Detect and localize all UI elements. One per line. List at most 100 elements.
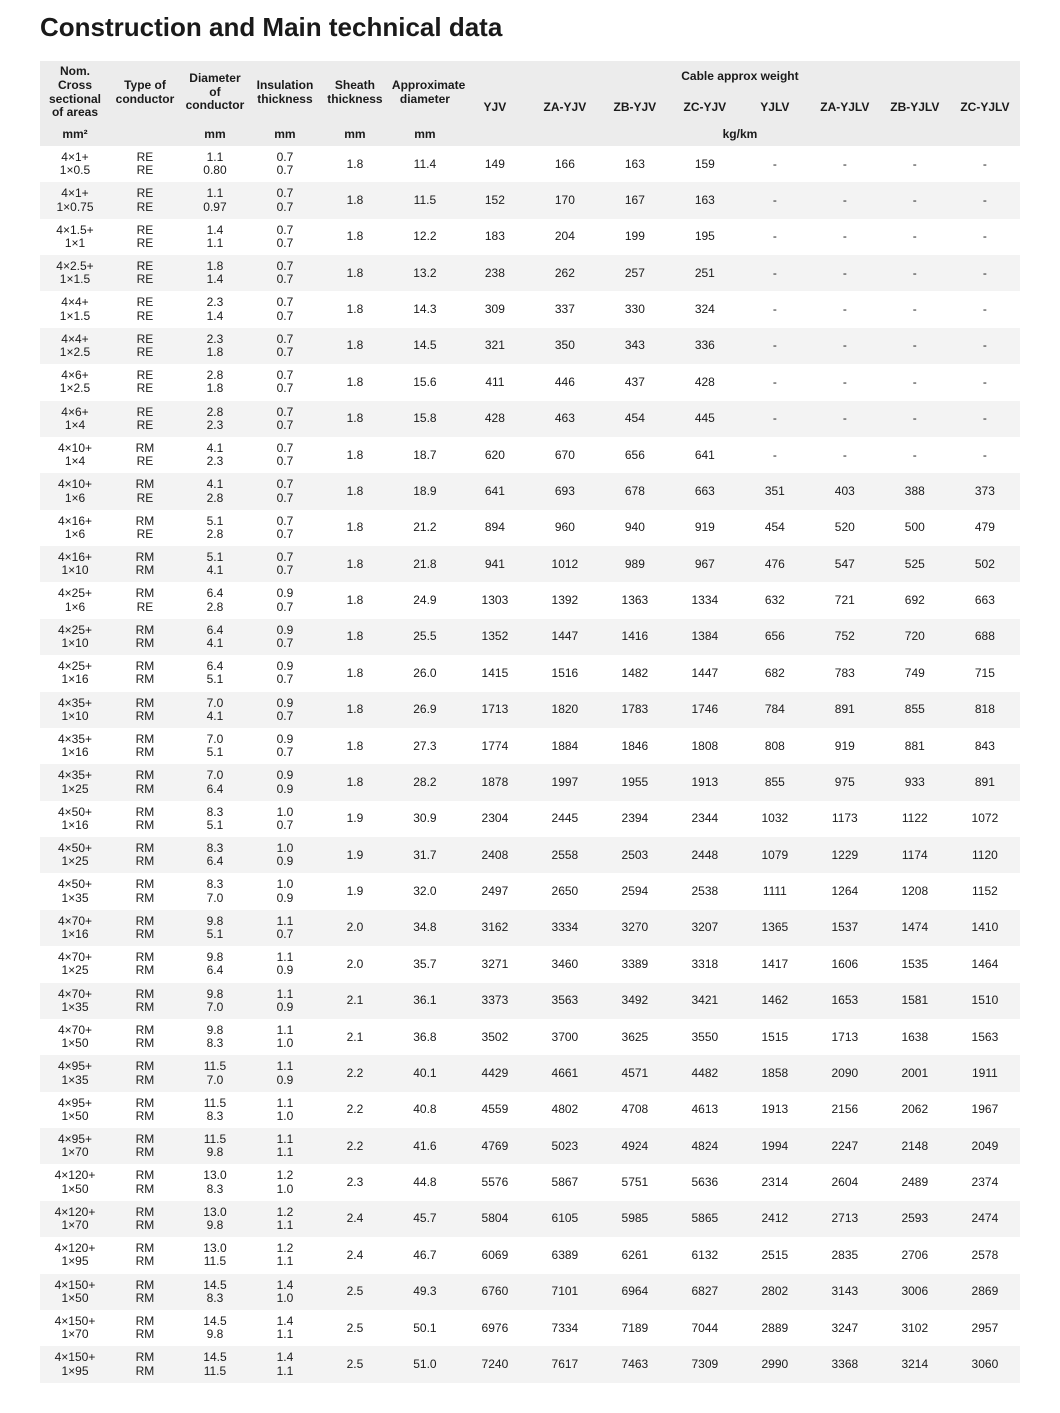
cell-weight: 7101 [530, 1274, 600, 1310]
cell-weight: - [880, 364, 950, 400]
cell-weight: 336 [670, 328, 740, 364]
cell-diam: 11.59.8 [180, 1128, 250, 1164]
cell-weight: 6976 [460, 1310, 530, 1346]
cell-weight: - [810, 364, 880, 400]
cell-weight: 1415 [460, 655, 530, 691]
cell-weight: 445 [670, 401, 740, 437]
cell-weight: 3102 [880, 1310, 950, 1346]
cell-nom: 4×120+1×95 [40, 1237, 110, 1273]
cell-weight: 5576 [460, 1164, 530, 1200]
cell-weight: 7189 [600, 1310, 670, 1346]
cell-type: RMRM [110, 1237, 180, 1273]
table-row: 4×70+1×25RMRM9.86.41.10.92.035.732713460… [40, 946, 1020, 982]
table-row: 4×25+1×6RMRE6.42.80.90.71.824.9130313921… [40, 582, 1020, 618]
cell-weight: 5751 [600, 1164, 670, 1200]
header-weight-col: ZB-YJV [600, 93, 670, 125]
cell-type: RERE [110, 364, 180, 400]
cell-weight: 428 [460, 401, 530, 437]
cell-weight: - [810, 291, 880, 327]
table-row: 4×35+1×25RMRM7.06.40.90.91.828.218781997… [40, 764, 1020, 800]
cell-weight: 1352 [460, 619, 530, 655]
cell-weight: - [880, 182, 950, 218]
cell-weight: 454 [600, 401, 670, 437]
header-weight-col: ZA-YJLV [810, 93, 880, 125]
header-weight-col: ZA-YJV [530, 93, 600, 125]
cell-ins: 1.11.0 [250, 1019, 320, 1055]
cell-weight: 3492 [600, 983, 670, 1019]
cell-weight: 3318 [670, 946, 740, 982]
cell-weight: 1535 [880, 946, 950, 982]
cell-diam: 4.12.3 [180, 437, 250, 473]
cell-weight: 3700 [530, 1019, 600, 1055]
cell-sheath: 2.2 [320, 1128, 390, 1164]
cell-weight: 262 [530, 255, 600, 291]
cell-nom: 4×6+1×4 [40, 401, 110, 437]
cell-weight: 251 [670, 255, 740, 291]
cell-diam: 14.511.5 [180, 1346, 250, 1382]
table-row: 4×16+1×10RMRM5.14.10.70.71.821.894110129… [40, 546, 1020, 582]
table-row: 4×4+1×2.5RERE2.31.80.70.71.814.532135034… [40, 328, 1020, 364]
header-type: Type of conductor [110, 61, 180, 124]
cell-weight: 388 [880, 473, 950, 509]
cell-weight: 2394 [600, 801, 670, 837]
cell-approx-d: 51.0 [390, 1346, 460, 1382]
cell-sheath: 1.8 [320, 364, 390, 400]
cell-weight: 933 [880, 764, 950, 800]
cell-weight: 2304 [460, 801, 530, 837]
cell-weight: 2650 [530, 873, 600, 909]
cell-weight: 159 [670, 146, 740, 182]
cell-weight: - [880, 255, 950, 291]
cell-weight: 783 [810, 655, 880, 691]
cell-diam: 9.85.1 [180, 910, 250, 946]
cell-weight: 195 [670, 219, 740, 255]
cell-diam: 13.011.5 [180, 1237, 250, 1273]
cell-weight: 4571 [600, 1055, 670, 1091]
cell-weight: 2835 [810, 1237, 880, 1273]
cell-weight: 3207 [670, 910, 740, 946]
header-diam: Diameter of conductor [180, 61, 250, 124]
cell-weight: 1464 [950, 946, 1020, 982]
cell-weight: 149 [460, 146, 530, 182]
cell-weight: 1363 [600, 582, 670, 618]
cell-weight: - [740, 437, 810, 473]
cell-weight: 7309 [670, 1346, 740, 1382]
cell-approx-d: 13.2 [390, 255, 460, 291]
cell-approx-d: 14.3 [390, 291, 460, 327]
page-container: Construction and Main technical data Nom… [0, 0, 1060, 1413]
cell-weight: 2604 [810, 1164, 880, 1200]
cell-diam: 9.87.0 [180, 983, 250, 1019]
cell-weight: - [880, 437, 950, 473]
unit-weight: kg/km [460, 124, 1020, 146]
cell-approx-d: 24.9 [390, 582, 460, 618]
cell-weight: 1858 [740, 1055, 810, 1091]
cell-approx-d: 36.1 [390, 983, 460, 1019]
cell-nom: 4×50+1×35 [40, 873, 110, 909]
cell-weight: 4824 [670, 1128, 740, 1164]
table-row: 4×16+1×6RMRE5.12.80.70.71.821.2894960940… [40, 510, 1020, 546]
cell-diam: 9.86.4 [180, 946, 250, 982]
cell-weight: 693 [530, 473, 600, 509]
cell-approx-d: 44.8 [390, 1164, 460, 1200]
cell-approx-d: 36.8 [390, 1019, 460, 1055]
cell-ins: 0.70.7 [250, 255, 320, 291]
cell-diam: 14.59.8 [180, 1310, 250, 1346]
cell-type: RMRM [110, 655, 180, 691]
cell-approx-d: 27.3 [390, 728, 460, 764]
cell-type: RMRM [110, 801, 180, 837]
cell-weight: 525 [880, 546, 950, 582]
cell-weight: 1713 [460, 692, 530, 728]
cell-weight: - [950, 364, 1020, 400]
cell-weight: 1884 [530, 728, 600, 764]
cell-weight: 4559 [460, 1092, 530, 1128]
cell-weight: 1997 [530, 764, 600, 800]
cell-ins: 1.00.9 [250, 873, 320, 909]
cell-weight: 547 [810, 546, 880, 582]
cell-ins: 0.70.7 [250, 328, 320, 364]
cell-weight: 2713 [810, 1201, 880, 1237]
cell-weight: 4769 [460, 1128, 530, 1164]
cell-weight: 3143 [810, 1274, 880, 1310]
cell-weight: 1174 [880, 837, 950, 873]
cell-type: RMRM [110, 1274, 180, 1310]
table-row: 4×35+1×10RMRM7.04.10.90.71.826.917131820… [40, 692, 1020, 728]
cell-weight: - [740, 364, 810, 400]
